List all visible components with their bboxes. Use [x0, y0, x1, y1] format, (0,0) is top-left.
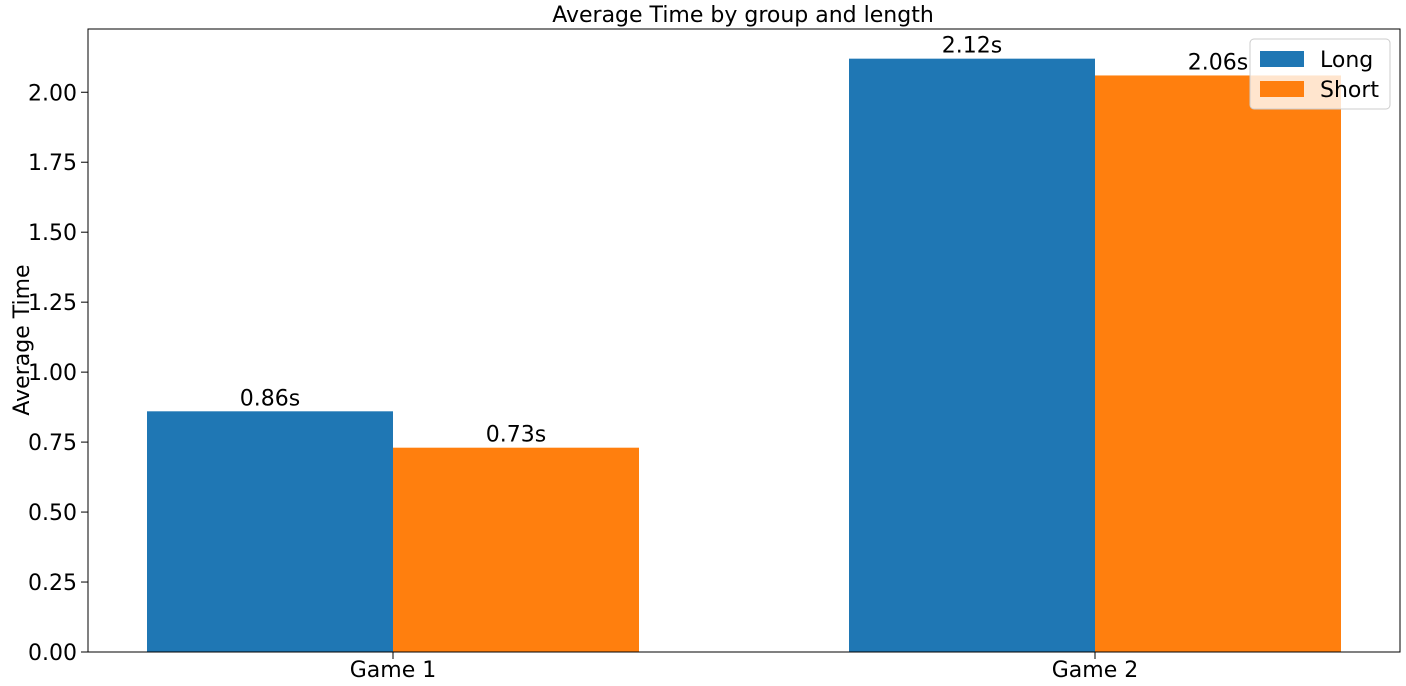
x-axis: Game 1 Game 2	[350, 652, 1139, 683]
bar-long-1	[147, 411, 393, 652]
data-label-long-2: 2.12s	[942, 34, 1002, 59]
plot-frame	[87, 28, 1401, 653]
data-label-long-1: 0.86s	[240, 386, 300, 411]
chart-title: Average Time by group and length	[552, 3, 934, 28]
y-tick-label: 2.00	[28, 81, 77, 106]
legend-swatch-short	[1260, 81, 1304, 97]
y-tick-label: 0.50	[28, 501, 77, 526]
y-tick-label: 0.00	[28, 641, 77, 666]
legend-label-short: Short	[1320, 78, 1379, 103]
legend-swatch-long	[1260, 51, 1304, 67]
y-tick-label: 0.75	[28, 431, 77, 456]
y-axis-label: Average Time	[10, 264, 35, 415]
bar-short-1	[393, 447, 639, 652]
y-tick-label: 1.50	[28, 221, 77, 246]
data-label-short-1: 0.73s	[486, 423, 546, 448]
data-label-short-2: 2.06s	[1188, 50, 1248, 75]
x-tick-label: Game 1	[350, 658, 437, 683]
y-tick-label: 1.25	[28, 291, 77, 316]
y-tick-label: 1.00	[28, 361, 77, 386]
y-tick-label: 0.25	[28, 571, 77, 596]
legend: Long Short	[1249, 38, 1391, 110]
y-axis: 0.00 0.25 0.50 0.75 1.00 1.25 1.50 1.75 2.00	[28, 81, 88, 666]
legend-label-long: Long	[1320, 48, 1373, 73]
bars-layer	[147, 58, 1341, 653]
data-labels-layer: 0.86s 2.12s 0.73s 2.06s	[240, 34, 1248, 448]
bar-short-2	[1095, 75, 1341, 653]
y-tick-label: 1.75	[28, 151, 77, 176]
x-tick-label: Game 2	[1052, 658, 1139, 683]
bar-long-2	[849, 58, 1095, 652]
